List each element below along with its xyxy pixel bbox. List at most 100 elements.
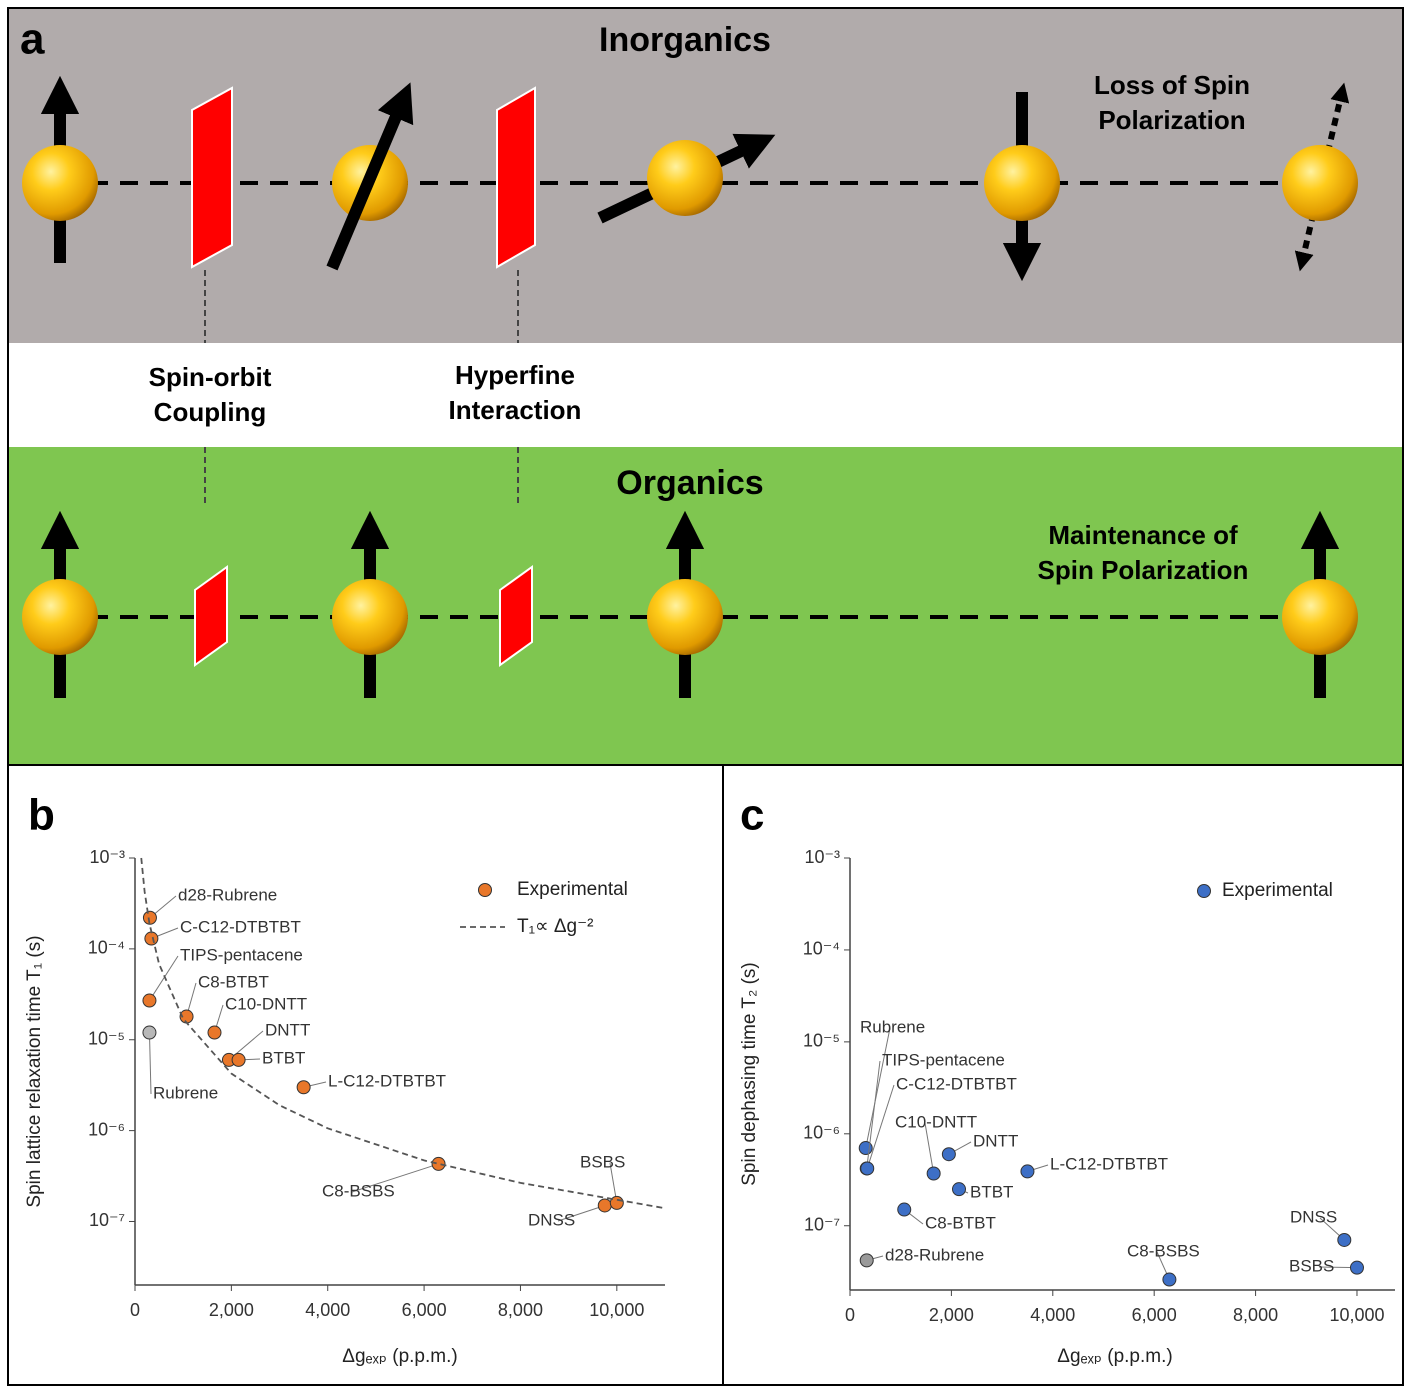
note: Loss of Spin [1094, 70, 1250, 100]
point [231, 1052, 246, 1067]
point [860, 1161, 875, 1176]
point [142, 1025, 157, 1040]
point [142, 910, 157, 925]
point-label: DNSS [1290, 1207, 1337, 1226]
electron [22, 579, 98, 655]
x-tick-label: 10,000 [589, 1300, 644, 1320]
point [859, 1253, 874, 1268]
point [952, 1182, 966, 1197]
leader-line [148, 1032, 152, 1095]
y-axis-label: Spin dephasing time T₂ (s) [739, 962, 760, 1186]
point-label: BTBT [970, 1182, 1013, 1201]
point-label: BSBS [1289, 1256, 1334, 1275]
electron [1282, 579, 1358, 655]
y-tick-label: 10⁻⁷ [804, 1214, 840, 1234]
electron [647, 579, 723, 655]
point-label: C-C12-DTBTBT [180, 917, 301, 936]
point-label: C8-BTBT [925, 1213, 996, 1232]
point [597, 1198, 612, 1213]
point-label: C10-DNTT [895, 1112, 977, 1131]
y-tick-label: 10⁻⁷ [89, 1210, 125, 1230]
point [296, 1080, 311, 1095]
point-label: L-C12-DTBTBT [1050, 1154, 1168, 1173]
y-tick-label: 10⁻⁶ [88, 1119, 125, 1139]
fit-line [140, 857, 666, 1210]
scatterer [191, 86, 233, 269]
x-tick-label: 6,000 [402, 1300, 447, 1320]
legend-label: Experimental [517, 879, 628, 900]
y-tick-label: 10⁻⁴ [88, 938, 125, 958]
x-axis-label: Δgₑₓₚ (p.p.m.) [342, 1346, 457, 1367]
point-label: TIPS-pentacene [882, 1050, 1005, 1069]
x-tick-label: 4,000 [1030, 1305, 1075, 1325]
point-label: C8-BTBT [198, 972, 269, 991]
panel-label: c [740, 791, 764, 840]
y-axis-label: Spin lattice relaxation time T₁ (s) [24, 935, 45, 1207]
point [142, 993, 157, 1008]
legend-marker [1197, 884, 1211, 898]
x-tick-label: 0 [130, 1300, 140, 1320]
point-label: Rubrene [860, 1017, 925, 1036]
electron [22, 145, 98, 221]
panel-label: b [28, 791, 55, 840]
inorganic-diagram [22, 75, 1358, 343]
scatterer [496, 86, 536, 269]
panel-label: a [20, 15, 45, 64]
y-tick-label: 10⁻⁵ [88, 1028, 125, 1048]
mechanism: Coupling [154, 397, 267, 427]
leader-line [866, 1060, 881, 1169]
point-label: C10-DNTT [225, 994, 307, 1013]
point [897, 1202, 912, 1217]
section-title: Organics [616, 464, 763, 502]
point [1349, 1260, 1364, 1275]
x-tick-label: 10,000 [1329, 1305, 1384, 1325]
mechanism: Interaction [449, 395, 582, 425]
note: Maintenance of [1048, 520, 1238, 550]
point-label: d28-Rubrene [178, 885, 277, 904]
point-label: DNTT [973, 1131, 1018, 1150]
spin-arrow [326, 82, 414, 271]
leader-line [865, 1027, 891, 1149]
point-label: C8-BSBS [322, 1181, 395, 1200]
point [431, 1156, 446, 1171]
x-tick-label: 0 [845, 1305, 855, 1325]
leader-line [557, 1205, 605, 1222]
point [1020, 1164, 1035, 1179]
section-title: Inorganics [599, 21, 771, 59]
point [144, 931, 159, 946]
x-tick-label: 2,000 [929, 1305, 974, 1325]
y-tick-label: 10⁻⁶ [803, 1123, 840, 1143]
point-label: DNTT [265, 1020, 310, 1039]
mechanism: Hyperfine [455, 360, 575, 390]
x-tick-label: 2,000 [209, 1300, 254, 1320]
organic-diagram [22, 447, 1358, 698]
electron [332, 579, 408, 655]
frame [7, 7, 1404, 1386]
leader-line [149, 955, 179, 1001]
x-tick-label: 8,000 [1233, 1305, 1278, 1325]
y-tick-label: 10⁻⁴ [803, 939, 840, 959]
y-tick-label: 10⁻⁵ [803, 1031, 840, 1051]
leader-line [351, 1163, 439, 1193]
x-tick-label: 6,000 [1132, 1305, 1177, 1325]
legend-label: T₁∝ Δg⁻² [517, 916, 593, 937]
leader-line [866, 1084, 895, 1169]
point [1162, 1272, 1177, 1287]
x-tick-label: 8,000 [498, 1300, 543, 1320]
point-label: DNSS [528, 1210, 575, 1229]
electron [647, 140, 723, 216]
point-label: C8-BSBS [1127, 1241, 1200, 1260]
y-tick-label: 10⁻³ [804, 847, 840, 867]
x-axis-label: Δgₑₓₚ (p.p.m.) [1057, 1346, 1172, 1367]
y-tick-label: 10⁻³ [89, 847, 125, 867]
point-label: TIPS-pentacene [180, 945, 303, 964]
point [926, 1166, 941, 1181]
note: Spin Polarization [1038, 555, 1249, 585]
x-tick-label: 4,000 [305, 1300, 350, 1320]
point-label: Rubrene [153, 1083, 218, 1102]
leader-line [924, 1122, 935, 1174]
electron [1282, 145, 1358, 221]
scatterer [194, 565, 228, 667]
point [207, 1025, 222, 1040]
